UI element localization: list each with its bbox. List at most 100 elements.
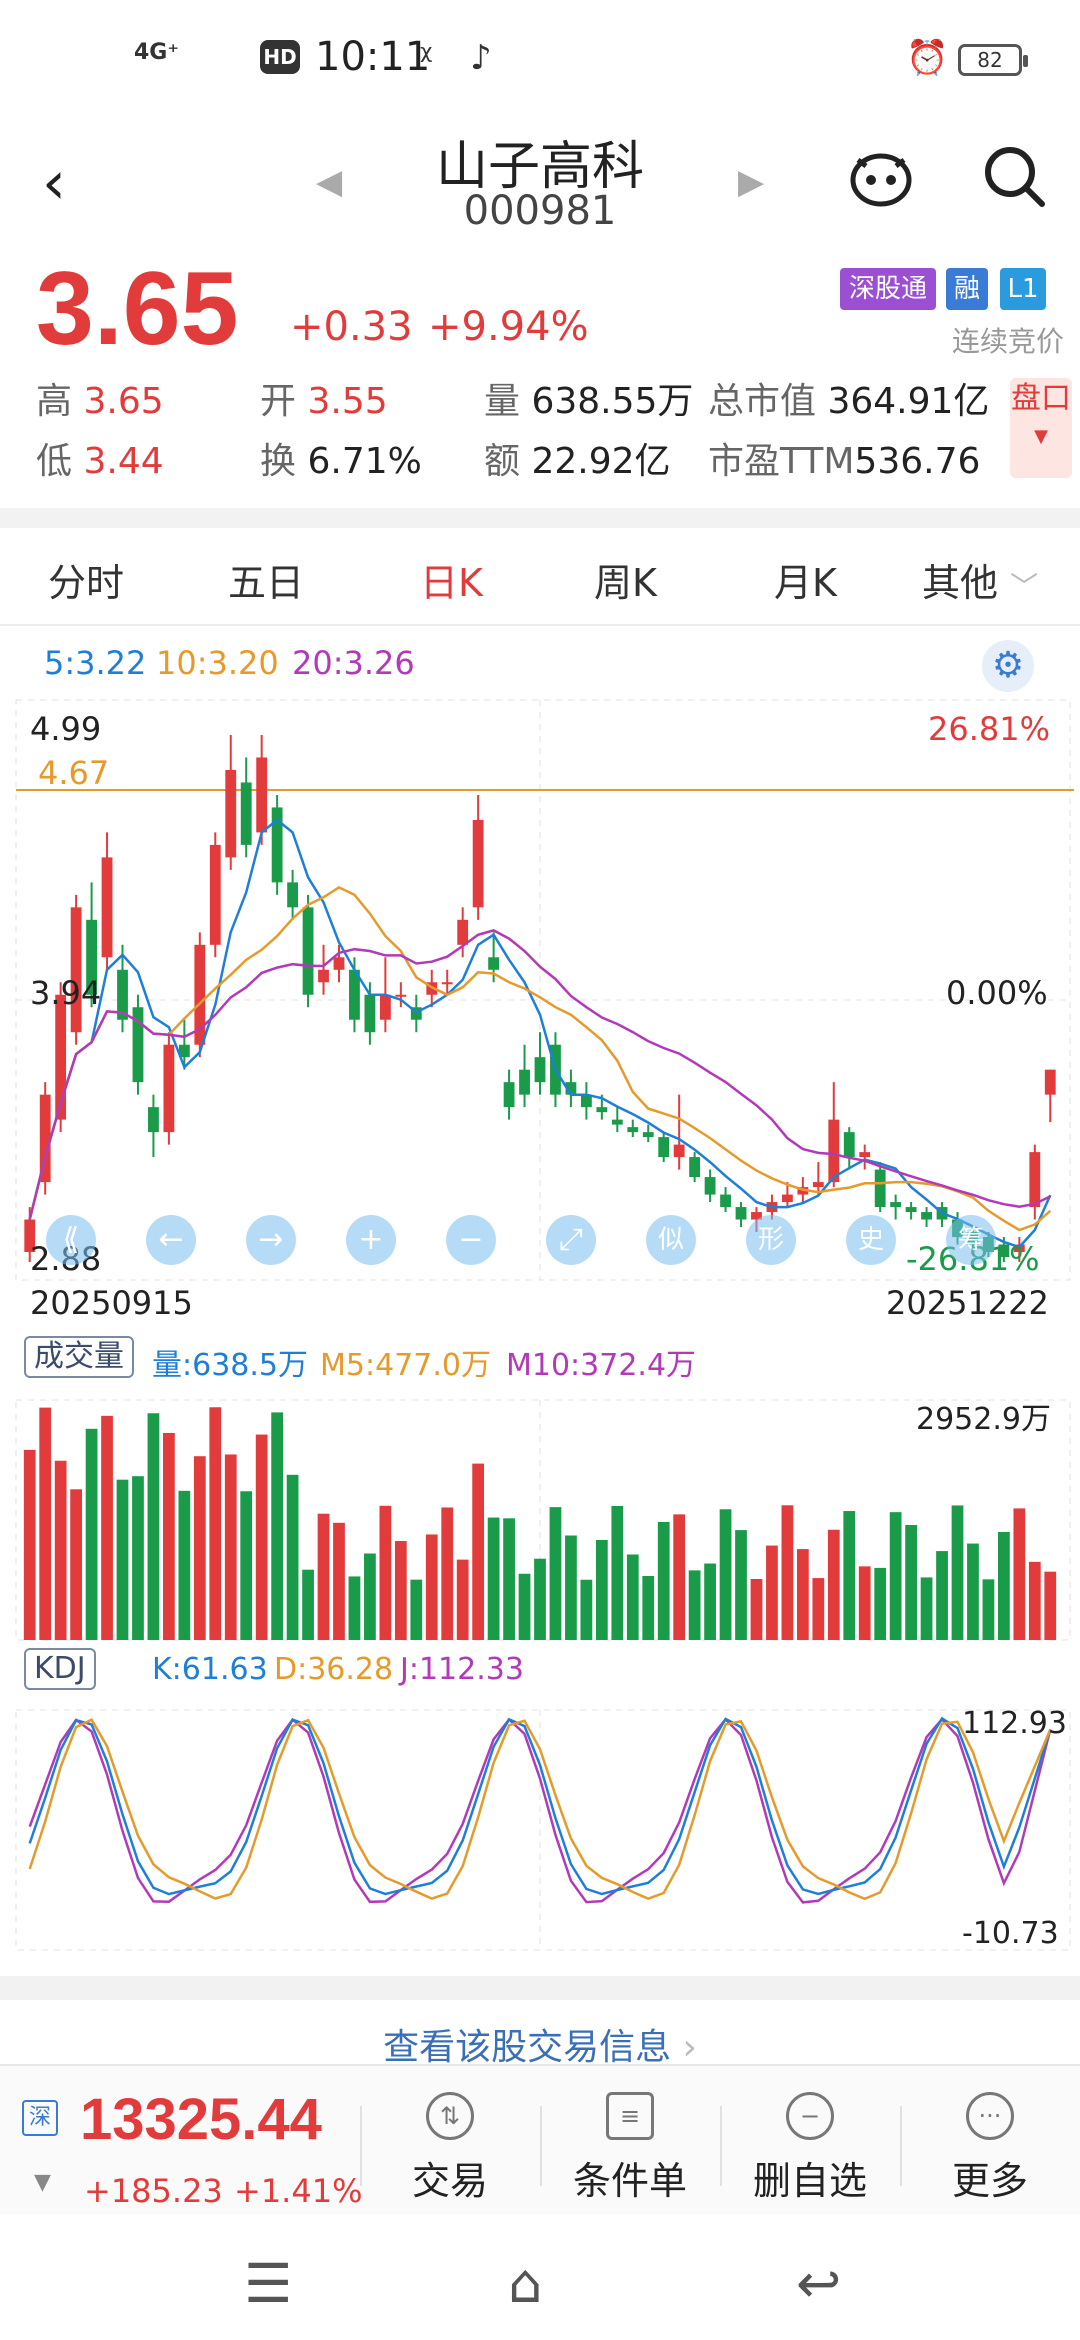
stock-code: 000981 <box>463 188 617 234</box>
search-icon[interactable] <box>980 142 1050 212</box>
index-expand-icon[interactable]: ▼ <box>34 2170 51 2195</box>
volume-bar <box>224 1454 237 1640</box>
separator <box>900 2106 902 2186</box>
volume-bar <box>101 1415 113 1640</box>
quote-panel: 3.65 +0.33 +9.94% 深股通 融 L1 连续竞价 高 3.65 低… <box>0 250 1080 500</box>
index-value[interactable]: 13325.44 <box>80 2087 322 2152</box>
ma5-legend: 5:3.22 <box>44 644 147 682</box>
volume-bar <box>905 1525 917 1640</box>
volume-bar <box>394 1541 407 1640</box>
volume-bar <box>565 1535 577 1640</box>
volume-m10: M10:372.4万 <box>506 1348 697 1383</box>
volume-bar <box>796 1549 809 1640</box>
badge-margin: 融 <box>946 268 988 310</box>
kdj-k: K:61.63 <box>152 1652 268 1687</box>
back-nav-icon[interactable]: ↩ <box>796 2252 842 2315</box>
candle-body <box>735 1207 747 1220</box>
menu-icon[interactable]: ☰ <box>244 2252 293 2315</box>
next-stock-icon[interactable]: ▶ <box>738 162 765 202</box>
tab-5day[interactable]: 五日 <box>228 561 305 605</box>
candle-body <box>194 944 206 1045</box>
volume-bar <box>487 1517 500 1640</box>
volume-indicator-button[interactable]: 成交量 <box>24 1336 134 1378</box>
volume-bar <box>132 1476 144 1640</box>
conditional-order-icon: ≡ <box>606 2092 654 2140</box>
more-button[interactable]: ··· 更多 <box>910 2092 1070 2205</box>
volume-bar <box>193 1456 206 1640</box>
volume-bar <box>163 1432 175 1640</box>
volume-bar <box>534 1558 546 1640</box>
history-button[interactable]: 史 <box>846 1215 896 1265</box>
chips-button[interactable]: 筹 <box>946 1215 996 1265</box>
tab-intraday[interactable]: 分时 <box>48 561 125 605</box>
pattern-button[interactable]: 形 <box>746 1215 796 1265</box>
zoom-in-icon[interactable]: + <box>346 1215 396 1265</box>
fullscreen-icon[interactable]: ⤢ <box>546 1215 596 1265</box>
candle-body <box>163 1044 175 1133</box>
hd-icon: HD <box>260 40 300 74</box>
kdj-j: J:112.33 <box>400 1652 524 1687</box>
stock-header: ‹ ◀ 山子高科 000981 ▶ <box>0 120 1080 250</box>
candle-body <box>1029 1152 1041 1208</box>
candle-body <box>751 1212 762 1220</box>
ma20-line <box>28 929 1051 1220</box>
candle-body <box>333 957 345 970</box>
candle-body <box>503 1082 515 1108</box>
zoom-out-icon[interactable]: − <box>446 1215 496 1265</box>
volume-bar <box>812 1578 825 1640</box>
volume-bar <box>549 1507 562 1640</box>
candle-body <box>596 1107 608 1113</box>
pan-left-icon[interactable]: ← <box>146 1215 196 1265</box>
volume-bar <box>503 1518 515 1640</box>
candle-body <box>441 982 453 985</box>
volume-bar <box>240 1491 253 1640</box>
volume-bar <box>750 1578 763 1640</box>
orderbook-button[interactable]: 盘口 ▼ <box>1010 378 1072 478</box>
volume-bar <box>874 1567 887 1640</box>
volume-bar <box>595 1539 608 1640</box>
candle-body <box>874 1169 886 1208</box>
conditional-order-button[interactable]: ≡ 条件单 <box>550 2092 710 2205</box>
volume-bar <box>1028 1561 1041 1640</box>
volume-bar <box>425 1534 438 1640</box>
volume-bar <box>472 1463 485 1640</box>
bottom-action-bar: 深 13325.44 ▼ +185.23 +1.41% ⇅ 交易 ≡ 条件单 −… <box>0 2064 1080 2214</box>
volume-max: 2952.9万 <box>916 1402 1051 1437</box>
home-icon[interactable]: ⌂ <box>508 2252 543 2315</box>
volume-bar <box>920 1577 933 1640</box>
ma20-legend: 20:3.26 <box>292 644 415 682</box>
status-bar: 4G⁺ HD 10:11 ᵡ ♪ ⏰ 82 <box>0 0 1080 120</box>
tab-weekly-k[interactable]: 周K <box>594 561 657 605</box>
volume-m5: M5:477.0万 <box>320 1348 491 1383</box>
date-start: 20250915 <box>30 1284 193 1322</box>
back-icon[interactable]: ‹ <box>42 148 66 218</box>
tab-daily-k[interactable]: 日K <box>420 561 483 605</box>
network-indicator: 4G⁺ <box>134 40 179 65</box>
pan-right-icon[interactable]: → <box>246 1215 296 1265</box>
candle-body <box>998 1244 1010 1258</box>
stat-low: 低 3.44 <box>36 441 164 482</box>
kline-chart[interactable] <box>0 690 1080 1980</box>
candle-body <box>720 1194 731 1208</box>
volume-bar <box>982 1579 995 1640</box>
jump-start-icon[interactable]: ⟪ <box>46 1215 96 1265</box>
candle-body <box>580 1094 592 1108</box>
remove-watchlist-button[interactable]: − 删自选 <box>730 2092 890 2205</box>
trade-button[interactable]: ⇅ 交易 <box>370 2092 530 2205</box>
stat-amount: 额 22.92亿 <box>484 441 671 482</box>
kdj-indicator-button[interactable]: KDJ <box>24 1648 96 1690</box>
prev-stock-icon[interactable]: ◀ <box>316 162 343 202</box>
tab-other[interactable]: 其他 ﹀ <box>922 561 1039 605</box>
volume-bar <box>85 1428 98 1640</box>
chart-settings-icon[interactable]: ⚙ <box>982 640 1034 692</box>
volume-bar <box>704 1563 716 1640</box>
trade-info-link[interactable]: 查看该股交易信息 › <box>383 2027 697 2068</box>
app-icon: ᵡ <box>420 38 433 78</box>
kdj-d: D:36.28 <box>274 1652 394 1687</box>
mascot-icon[interactable] <box>846 142 916 212</box>
tab-monthly-k[interactable]: 月K <box>774 561 837 605</box>
similar-button[interactable]: 似 <box>646 1215 696 1265</box>
stat-volume: 量 638.55万 <box>484 381 694 422</box>
volume-bar <box>410 1579 423 1640</box>
volume-bar <box>1044 1571 1057 1640</box>
